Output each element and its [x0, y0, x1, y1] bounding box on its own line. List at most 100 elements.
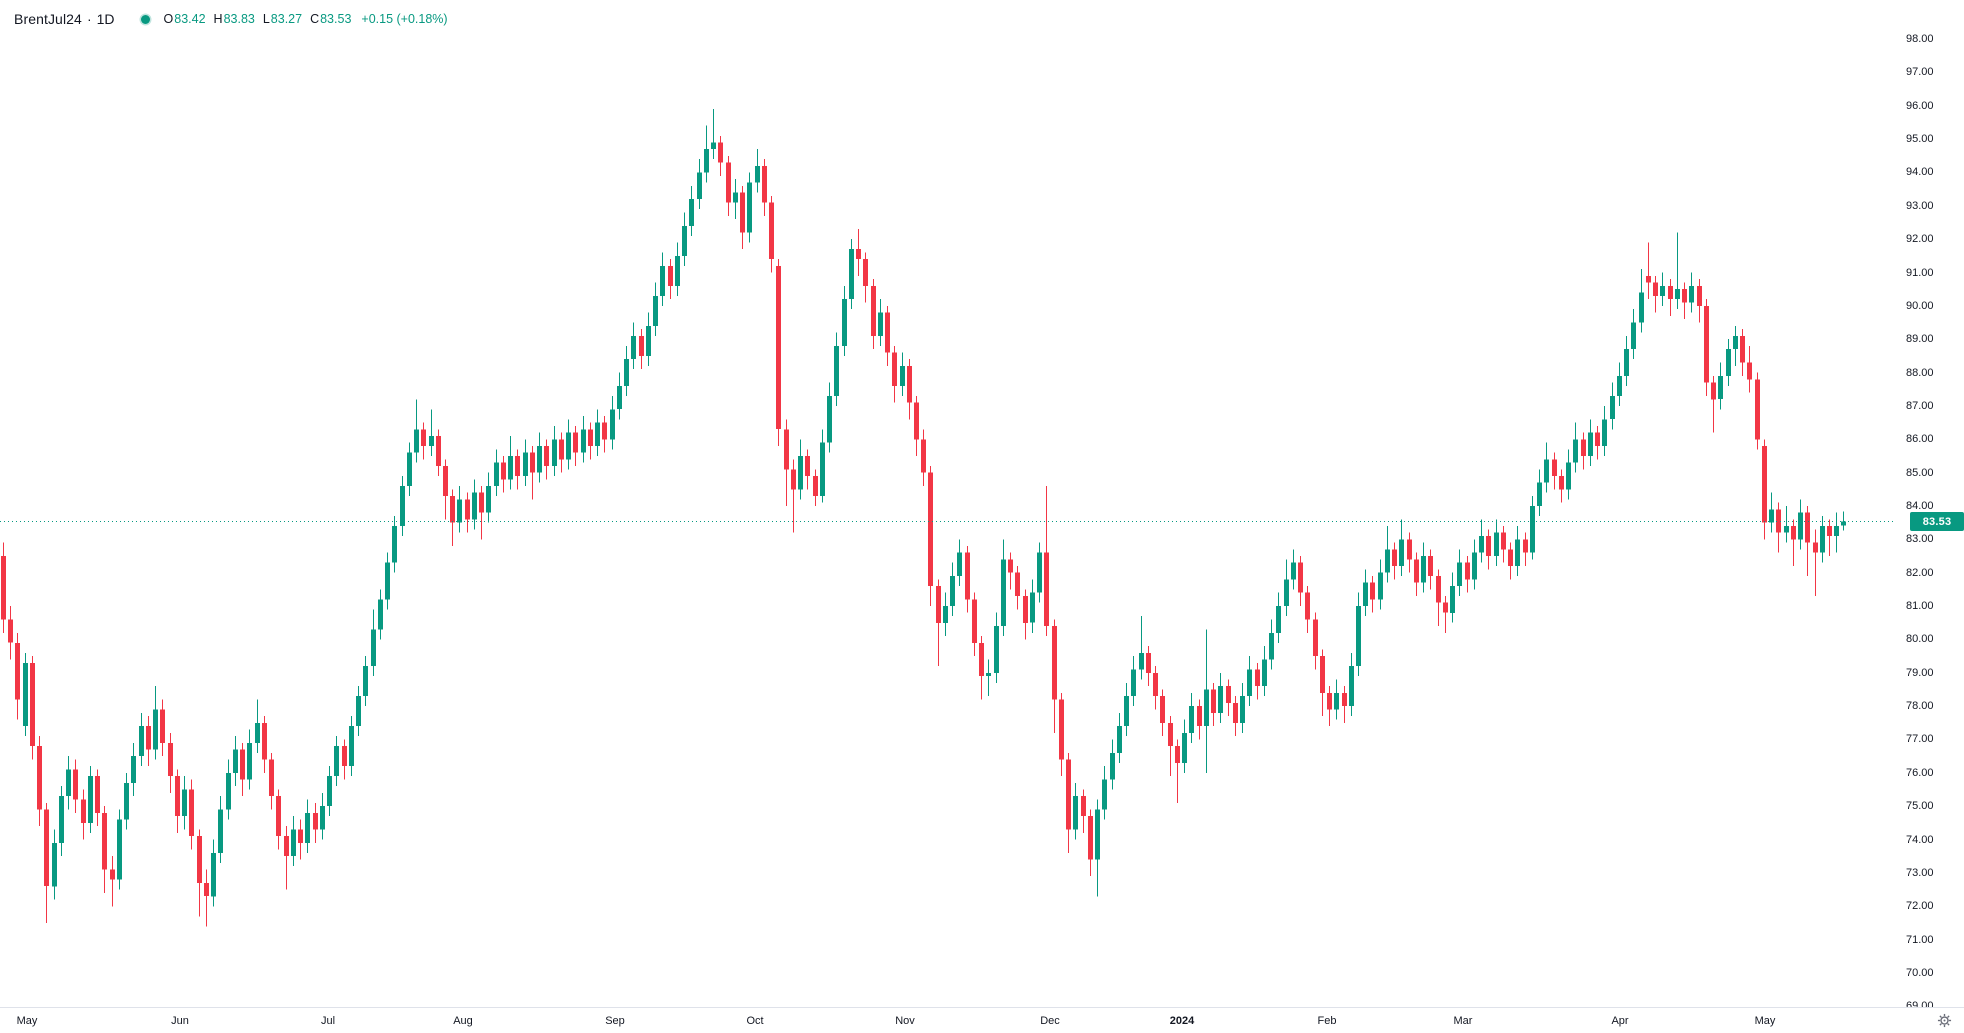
candle[interactable] — [1189, 692, 1194, 743]
candle[interactable] — [479, 486, 484, 540]
candle[interactable] — [646, 312, 651, 366]
candle[interactable] — [798, 439, 803, 500]
candle[interactable] — [791, 459, 796, 533]
candle[interactable] — [1131, 656, 1136, 707]
candle[interactable] — [23, 652, 28, 737]
candle[interactable] — [697, 159, 702, 210]
candle[interactable] — [1508, 542, 1513, 580]
candle[interactable] — [842, 285, 847, 356]
candle[interactable] — [537, 432, 542, 483]
candle[interactable] — [88, 766, 93, 833]
candle[interactable] — [726, 155, 731, 216]
candle[interactable] — [73, 759, 78, 813]
candle[interactable] — [1218, 672, 1223, 723]
candle[interactable] — [1457, 549, 1462, 597]
candle[interactable] — [1646, 242, 1651, 300]
candle[interactable] — [566, 419, 571, 470]
candle[interactable] — [1465, 556, 1470, 593]
candle[interactable] — [124, 772, 129, 830]
candle[interactable] — [1073, 782, 1078, 840]
candle[interactable] — [871, 279, 876, 350]
candle[interactable] — [1095, 799, 1100, 897]
candle[interactable] — [1776, 502, 1781, 553]
candle[interactable] — [1631, 309, 1636, 360]
candle[interactable] — [175, 769, 180, 833]
candle[interactable] — [197, 829, 202, 917]
candle[interactable] — [1037, 542, 1042, 603]
candle[interactable] — [1523, 532, 1528, 566]
candle[interactable] — [139, 712, 144, 767]
candle[interactable] — [856, 229, 861, 276]
candle[interactable] — [885, 305, 890, 366]
candle[interactable] — [1813, 529, 1818, 597]
candle[interactable] — [1407, 532, 1412, 573]
candle[interactable] — [392, 516, 397, 573]
candle[interactable] — [1653, 275, 1658, 313]
candle[interactable] — [689, 185, 694, 236]
candle[interactable] — [675, 242, 680, 296]
candle[interactable] — [95, 769, 100, 827]
candle[interactable] — [443, 459, 448, 520]
candle[interactable] — [1240, 682, 1245, 733]
candle[interactable] — [8, 606, 13, 660]
candle[interactable] — [1573, 422, 1578, 473]
candle[interactable] — [1015, 566, 1020, 610]
candle[interactable] — [327, 766, 332, 817]
candle[interactable] — [247, 729, 252, 790]
candle[interactable] — [37, 736, 42, 827]
candle[interactable] — [1313, 612, 1318, 670]
candle[interactable] — [1769, 492, 1774, 533]
candle[interactable] — [262, 716, 267, 773]
candle[interactable] — [110, 856, 115, 907]
candle[interactable] — [1262, 646, 1267, 697]
candle[interactable] — [1052, 619, 1057, 733]
candle[interactable] — [1428, 549, 1433, 590]
candle[interactable] — [269, 752, 274, 810]
candle[interactable] — [1175, 739, 1180, 803]
candle[interactable] — [747, 172, 752, 243]
candle[interactable] — [218, 796, 223, 863]
candle[interactable] — [1392, 542, 1397, 580]
candle[interactable] — [849, 239, 854, 310]
candle[interactable] — [740, 185, 745, 250]
candle[interactable] — [1349, 652, 1354, 717]
candle[interactable] — [182, 776, 187, 830]
candle[interactable] — [668, 259, 673, 300]
candle[interactable] — [921, 429, 926, 486]
candle[interactable] — [1088, 809, 1093, 877]
candle[interactable] — [189, 779, 194, 850]
candle[interactable] — [1762, 439, 1767, 540]
candle[interactable] — [1472, 539, 1477, 590]
candle[interactable] — [1668, 279, 1673, 316]
candle[interactable] — [1342, 686, 1347, 723]
candle[interactable] — [1595, 425, 1600, 460]
candle[interactable] — [226, 759, 231, 820]
candle[interactable] — [1733, 325, 1738, 366]
candle[interactable] — [820, 429, 825, 503]
candle[interactable] — [102, 806, 107, 893]
candle[interactable] — [1226, 679, 1231, 717]
candle[interactable] — [1204, 629, 1209, 773]
candle[interactable] — [421, 422, 426, 460]
candle[interactable] — [943, 592, 948, 637]
candle[interactable] — [204, 869, 209, 927]
candle[interactable] — [407, 442, 412, 496]
candle[interactable] — [414, 399, 419, 463]
candle[interactable] — [457, 486, 462, 533]
candle[interactable] — [385, 552, 390, 610]
candle[interactable] — [994, 612, 999, 683]
candle[interactable] — [146, 716, 151, 767]
candle[interactable] — [1059, 692, 1064, 777]
candle[interactable] — [400, 476, 405, 536]
candle[interactable] — [784, 419, 789, 506]
candle[interactable] — [1798, 499, 1803, 550]
candle[interactable] — [559, 432, 564, 473]
candle[interactable] — [1385, 526, 1390, 583]
candle[interactable] — [1124, 682, 1129, 737]
candle[interactable] — [240, 742, 245, 797]
candle[interactable] — [494, 449, 499, 496]
time-axis[interactable]: May Jun Jul Aug Sep Oct Nov Dec 2024 Feb Mar Apr May — [0, 1007, 1964, 1033]
candle[interactable] — [1066, 752, 1071, 853]
candle[interactable] — [1298, 556, 1303, 607]
candle[interactable] — [1378, 559, 1383, 610]
